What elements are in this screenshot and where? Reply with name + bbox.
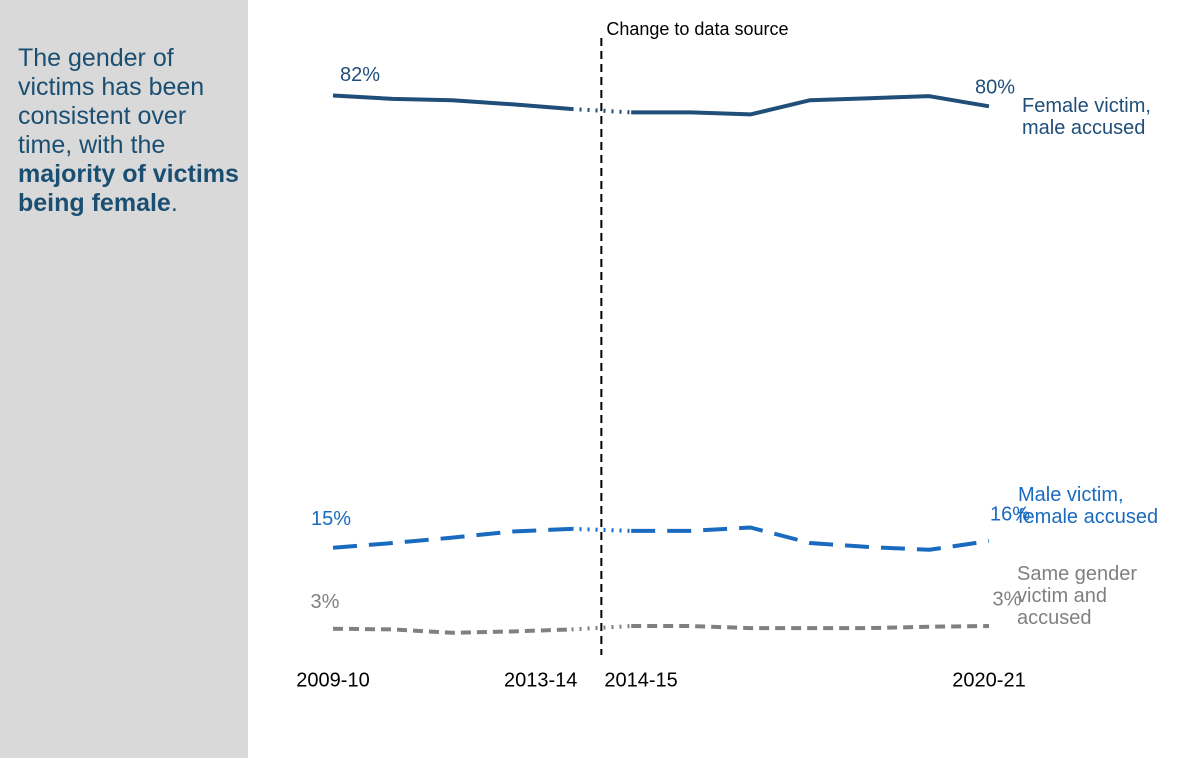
panel-text: The gender of victims has been consisten… [18,44,240,218]
x-tick-label: 2020-21 [952,669,1025,691]
series-line [631,94,990,117]
series-label: Male victim, female accused [1018,484,1159,528]
series-break-connector [571,624,632,632]
series-line [332,626,572,635]
series-label: Same gender victim and accused [1017,563,1138,630]
series-break-connector [571,526,632,533]
value-label: 15% [311,508,351,530]
panel-text-end: . [170,189,178,217]
panel-text-plain: The gender of victims has been consisten… [18,44,205,159]
x-tick-label: 2009-10 [296,669,369,691]
x-tick-label: 2014-15 [604,669,677,691]
series-line [332,93,572,111]
series-line [332,526,572,550]
series-line [631,624,990,631]
value-label: 80% [975,77,1015,99]
value-label: 16% [990,503,1030,525]
series-line [631,525,990,552]
x-tick-label: 2013-14 [504,669,577,691]
annotation: Change to data source [606,19,788,39]
side-panel: The gender of victims has been consisten… [0,0,248,758]
series-label: Female victim, male accused [1022,95,1151,140]
value-label: 82% [340,64,380,86]
value-label: 3% [993,588,1022,610]
series-break-connector [571,107,632,115]
panel-text-bold: majority of victims being female [18,160,239,217]
value-label: 3% [311,591,340,613]
